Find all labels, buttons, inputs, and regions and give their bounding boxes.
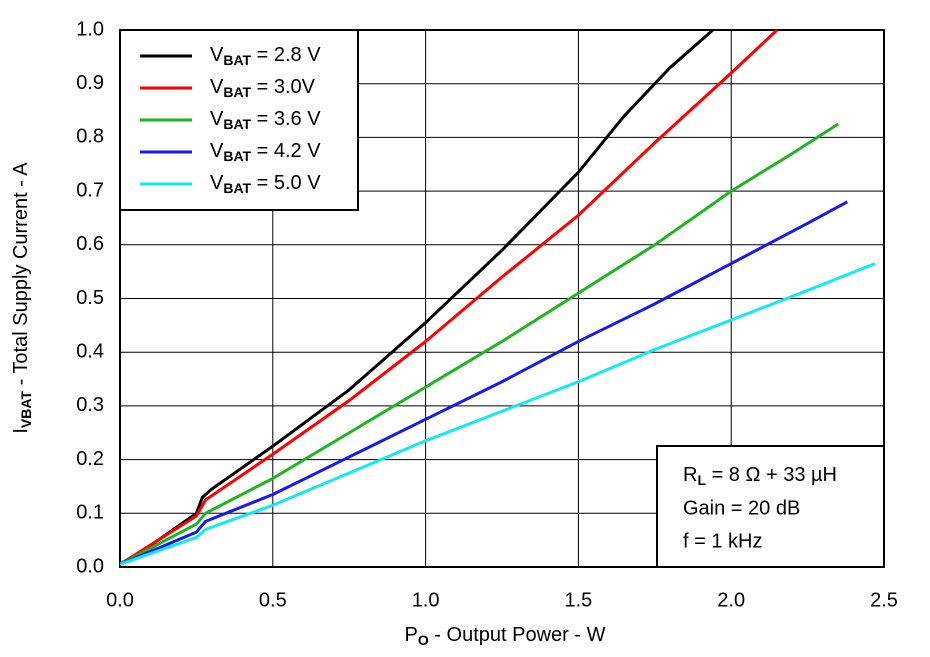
legend-label: VBAT = 2.8 V xyxy=(210,44,321,67)
y-axis-label: IVBAT - Total Supply Current - A xyxy=(10,162,33,434)
y-tick-label: 0.1 xyxy=(76,502,104,524)
y-tick-label: 0.7 xyxy=(76,179,104,201)
annotation: Gain = 20 dB xyxy=(683,497,800,519)
series-line xyxy=(120,122,839,566)
series-line xyxy=(120,262,876,566)
x-tick-label: 0.0 xyxy=(106,589,134,611)
series-line xyxy=(120,200,849,566)
y-tick-label: 0.9 xyxy=(76,72,104,94)
legend-label: VBAT = 3.0V xyxy=(210,76,316,99)
x-tick-label: 1.5 xyxy=(564,589,592,611)
y-tick-label: 1.0 xyxy=(76,18,104,40)
x-tick-label: 0.5 xyxy=(259,589,287,611)
x-tick-label: 2.5 xyxy=(870,589,898,611)
annotation: f = 1 kHz xyxy=(683,530,762,552)
y-tick-label: 0.2 xyxy=(76,448,104,470)
annotation: RL = 8 Ω + 33 µH xyxy=(683,464,837,487)
y-tick-label: 0.5 xyxy=(76,287,104,309)
plot-frame xyxy=(119,29,885,568)
x-tick-label: 2.0 xyxy=(717,589,745,611)
y-tick-label: 0.0 xyxy=(76,555,104,577)
legend-label: VBAT = 3.6 V xyxy=(210,108,321,131)
annotation-box xyxy=(656,445,885,568)
y-tick-label: 0.6 xyxy=(76,233,104,255)
y-tick-label: 0.8 xyxy=(76,126,104,148)
legend-label: VBAT = 5.0 V xyxy=(210,172,321,195)
y-tick-label: 0.4 xyxy=(76,340,104,362)
x-tick-label: 1.0 xyxy=(412,589,440,611)
x-axis-label: PO - Output Power - W xyxy=(405,624,606,647)
y-tick-label: 0.3 xyxy=(76,394,104,416)
legend-label: VBAT = 4.2 V xyxy=(210,140,321,163)
series-line xyxy=(120,28,779,566)
